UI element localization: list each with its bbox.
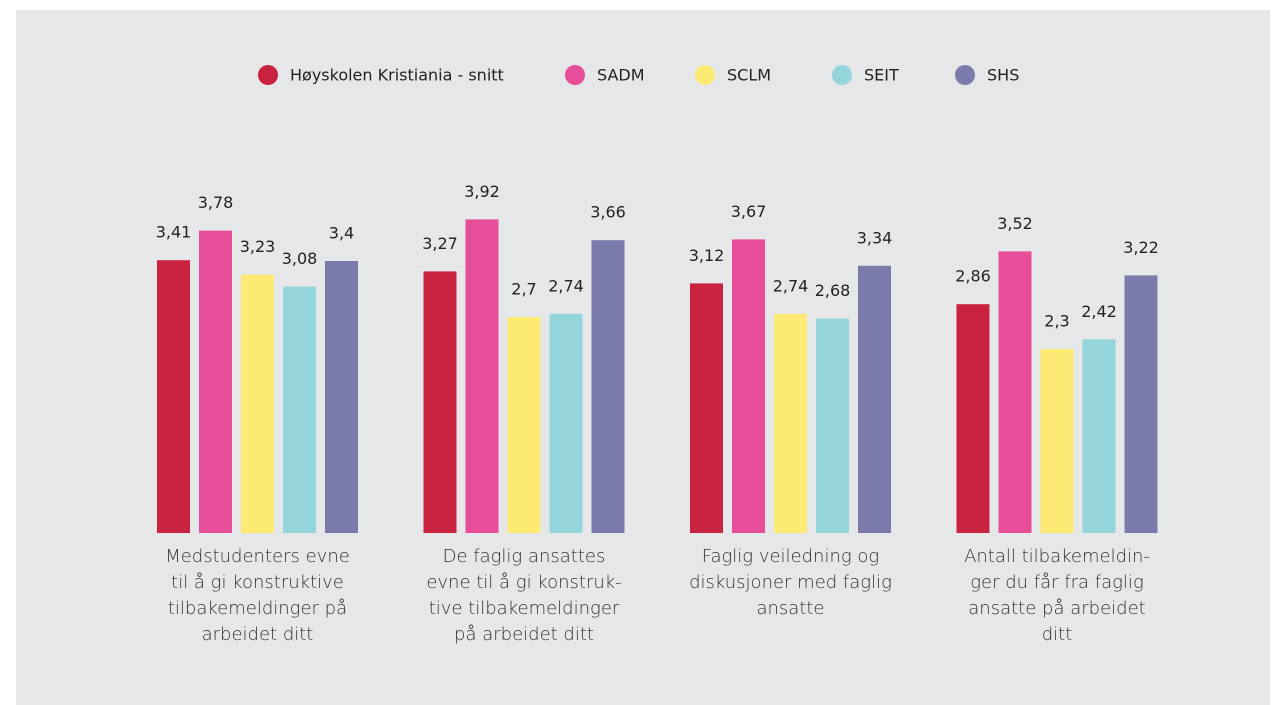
bar	[325, 261, 358, 533]
category-label: De faglig ansattes evne til å gi konstru…	[426, 546, 622, 645]
value-label: 3,22	[1123, 238, 1159, 257]
bar	[241, 274, 274, 533]
value-label: 3,78	[198, 193, 234, 212]
bar	[732, 239, 765, 533]
bar	[956, 304, 990, 533]
value-label: 3,27	[422, 234, 458, 253]
value-label: 2,42	[1081, 302, 1117, 321]
legend-label: SEIT	[864, 66, 899, 85]
legend-swatch	[695, 65, 715, 85]
legend-label: Høyskolen Kristiania - snitt	[290, 66, 504, 85]
legend-swatch	[565, 65, 585, 85]
bar	[1124, 275, 1158, 533]
category-label: Faglig veiledning og diskusjoner med fag…	[689, 546, 892, 619]
bar	[283, 286, 316, 533]
value-label: 2,74	[773, 276, 809, 295]
bar	[690, 283, 723, 533]
legend-label: SADM	[597, 66, 645, 85]
value-label: 3,66	[590, 203, 626, 222]
bar	[507, 317, 541, 533]
bar	[465, 219, 499, 533]
value-label: 2,3	[1044, 312, 1069, 331]
bar	[1040, 349, 1074, 533]
value-label: 3,92	[464, 182, 500, 201]
bar	[549, 313, 583, 533]
value-label: 3,4	[329, 224, 354, 243]
legend-swatch	[258, 65, 278, 85]
bar	[199, 230, 232, 533]
bar	[1082, 339, 1116, 533]
bar	[774, 313, 807, 533]
bar	[998, 251, 1032, 533]
category-label: Medstudenters evne til å gi konstruktive…	[165, 546, 350, 645]
value-label: 2,86	[955, 267, 991, 286]
value-label: 3,12	[689, 246, 725, 265]
bar	[591, 240, 625, 533]
value-label: 2,7	[511, 280, 536, 299]
legend-label: SCLM	[727, 66, 771, 85]
bar	[858, 265, 891, 533]
bar	[157, 260, 190, 533]
value-label: 3,08	[282, 249, 318, 268]
value-label: 3,23	[240, 237, 276, 256]
value-label: 3,41	[156, 223, 192, 242]
value-label: 3,34	[857, 228, 893, 247]
legend-swatch	[955, 65, 975, 85]
value-label: 3,67	[731, 202, 767, 221]
bar	[423, 271, 457, 533]
bar	[816, 318, 849, 533]
value-label: 3,52	[997, 214, 1033, 233]
value-label: 2,74	[548, 276, 584, 295]
category-label: Antall tilbakemeldin- ger du får fra fag…	[964, 546, 1150, 645]
legend-swatch	[832, 65, 852, 85]
legend-label: SHS	[987, 66, 1019, 85]
value-label: 2,68	[815, 281, 851, 300]
